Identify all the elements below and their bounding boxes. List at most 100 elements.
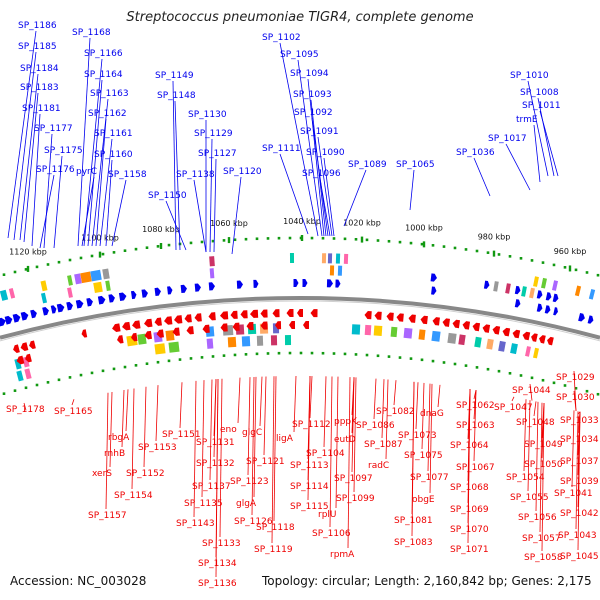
forward-gene-arrow-outer — [430, 273, 437, 282]
bottom-label-leader — [179, 382, 183, 429]
reverse-gene-label: rnhB — [104, 449, 125, 459]
cog-color-block — [529, 287, 535, 299]
reverse-gene-arrow — [462, 321, 471, 330]
cog-color-block — [505, 283, 511, 294]
forward-gene-arrow — [108, 294, 115, 303]
outer-scale-dot — [519, 257, 523, 260]
outer-scale-dot — [530, 259, 534, 262]
forward-gene-label: SP_1089 — [348, 160, 387, 170]
cog-color-block — [474, 336, 482, 348]
reverse-gene-arrow-inner — [289, 321, 296, 330]
forward-gene-arrow — [141, 289, 148, 298]
cog-color-block — [574, 285, 582, 297]
forward-gene-labels: SP_1186 SP_1185 SP_1184 SP_1183 SP_1181 SP_11… — [18, 21, 561, 201]
outer-scale-dot — [123, 249, 127, 253]
reverse-gene-label: SP_1115 — [290, 502, 329, 512]
reverse-gene-label: SP_1062 — [456, 401, 495, 411]
cog-color-block — [390, 326, 398, 338]
major-tick — [300, 235, 304, 242]
cog-color-block — [458, 334, 466, 346]
top-label-leader — [99, 138, 113, 247]
inner-scale-dot — [189, 357, 193, 360]
inner-scale-dot — [57, 378, 61, 382]
genome-backbone — [0, 295, 600, 342]
reverse-gene-label: SP_1112 — [292, 420, 331, 430]
reverse-gene-label: SP_1154 — [114, 491, 153, 501]
reverse-gene-label: obgE — [412, 495, 435, 505]
bottom-label-leader — [247, 377, 251, 476]
reverse-gene-arrow — [408, 314, 416, 323]
forward-gene-arrow — [180, 284, 187, 294]
outer-scale-dot — [310, 236, 314, 240]
inner-scale-dot — [453, 362, 457, 366]
inner-scale-dot — [167, 359, 171, 363]
cog-color-block — [533, 276, 539, 287]
inner-scale-dot — [574, 386, 578, 390]
outer-scale-dot — [332, 237, 336, 240]
forward-gene-label: SP_1186 — [18, 21, 57, 31]
reverse-gene-label: SP_1082 — [376, 407, 415, 417]
forward-gene-arrow-outer — [483, 280, 490, 289]
bottom-label-leader — [219, 378, 223, 538]
inner-scale-dot — [310, 351, 314, 355]
bottom-label-leader — [23, 402, 27, 411]
forward-gene-arrow — [431, 286, 437, 295]
cog-color-block — [532, 347, 540, 359]
inner-scale-dot — [288, 351, 292, 355]
cog-color-block — [241, 336, 251, 347]
reverse-gene-arrow — [452, 319, 461, 329]
top-label-leader — [297, 59, 323, 237]
top-label-leader — [537, 97, 555, 177]
reverse-gene-arrow-inner — [16, 355, 25, 365]
forward-gene-arrow — [194, 283, 201, 292]
reverse-gene-arrow — [240, 310, 248, 319]
cog-color-block — [206, 338, 214, 349]
reverse-gene-arrow — [29, 340, 36, 349]
forward-gene-arrow — [12, 313, 21, 323]
inner-scale-dot — [387, 355, 391, 358]
bottom-label-leader — [571, 410, 575, 488]
scale-label: 980 kbp — [478, 232, 511, 241]
outer-scale-dot — [431, 244, 435, 247]
bottom-label-leader — [121, 390, 125, 448]
outer-scale-dot — [134, 247, 138, 251]
reverse-gene-label: SP_1135 — [184, 499, 223, 509]
forward-gene-label: SP_1111 — [262, 144, 301, 154]
reverse-gene-arrow-inner — [144, 330, 153, 340]
bottom-label-leader — [523, 399, 527, 472]
forward-gene-label: SP_1184 — [20, 64, 59, 74]
cog-color-block — [102, 268, 110, 280]
top-label-leader — [193, 179, 207, 253]
bottom-label-leader — [429, 383, 433, 494]
reverse-gene-arrow — [482, 324, 491, 333]
outer-scale-dot — [233, 238, 237, 242]
reverse-gene-label: SP_1069 — [450, 505, 489, 515]
cog-color-block — [74, 273, 82, 285]
reverse-gene-label: SP_1106 — [312, 529, 351, 539]
forward-gene-arrow — [553, 307, 558, 316]
reverse-gene-label: SP_1044 — [512, 386, 551, 396]
top-label-leader — [13, 51, 37, 241]
cog-color-block — [209, 256, 215, 267]
reverse-gene-label: SP_1049 — [524, 440, 563, 450]
outer-scale-dot — [24, 268, 28, 271]
inner-scale-dot — [585, 389, 589, 393]
outer-scale-dot — [409, 241, 413, 245]
forward-gene-label: SP_1158 — [108, 170, 147, 180]
reverse-gene-label: pppK — [334, 417, 358, 427]
forward-gene-label: SP_1008 — [520, 88, 559, 98]
forward-gene-arrow — [536, 303, 543, 312]
reverse-gene-label: SP_1087 — [364, 440, 403, 450]
scale-label: 960 kbp — [554, 247, 587, 256]
reverse-gene-label: ligA — [276, 434, 294, 444]
reverse-gene-label: SP_1081 — [394, 516, 433, 526]
forward-gene-label: SP_1094 — [290, 69, 329, 79]
inner-scale-dot — [541, 378, 545, 382]
cog-color-block — [418, 329, 426, 340]
bottom-label-leader — [535, 401, 539, 512]
cog-color-block — [525, 346, 531, 357]
reverse-gene-label: SP_1131 — [196, 438, 235, 448]
reverse-gene-arrow-inner — [25, 353, 32, 363]
forward-gene-label: SP_1096 — [302, 169, 341, 179]
